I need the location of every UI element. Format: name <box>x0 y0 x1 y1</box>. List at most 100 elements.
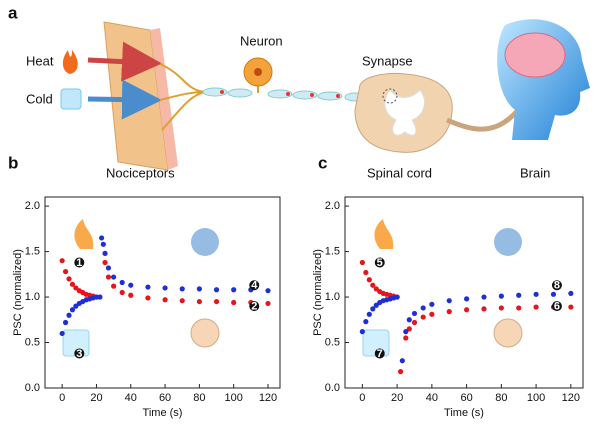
x-tick-label: 20 <box>391 392 403 404</box>
data-point <box>420 314 426 320</box>
annotation: 4 <box>251 280 258 292</box>
flame-icon <box>62 50 78 74</box>
data-point <box>550 291 557 297</box>
data-point <box>399 358 405 364</box>
data-point <box>373 286 379 292</box>
data-point <box>265 288 271 294</box>
y-tick-label: 0.0 <box>25 382 40 394</box>
data-point <box>516 292 522 298</box>
data-point <box>446 298 452 304</box>
data-point <box>498 305 504 311</box>
data-point <box>128 282 134 288</box>
data-point <box>481 294 487 300</box>
data-point <box>119 279 125 286</box>
annotation: 6 <box>554 301 560 313</box>
data-point <box>568 290 574 297</box>
data-point <box>111 283 117 289</box>
data-point <box>162 297 168 303</box>
flame-icon <box>74 219 94 249</box>
data-point <box>145 295 151 301</box>
data-point <box>533 291 539 297</box>
annotation-badge <box>374 257 385 268</box>
y-tick-label: 0.5 <box>325 336 340 348</box>
annotation: 7 <box>377 348 383 360</box>
data-point <box>429 311 435 317</box>
annotation: 3 <box>76 348 82 360</box>
data-point <box>179 298 185 304</box>
data-point <box>516 305 522 311</box>
annotation-badge <box>551 280 562 291</box>
data-point <box>100 241 106 247</box>
data-point <box>265 300 271 307</box>
neuron-nucleus <box>254 68 262 76</box>
y-tick-label: 2.0 <box>25 200 40 212</box>
y-tick-label: 1.5 <box>25 245 40 257</box>
x-tick-label: 60 <box>460 392 472 404</box>
person-icon <box>493 318 523 348</box>
annotation: 8 <box>554 280 560 292</box>
spinal-cord-label: Spinal cord <box>367 165 432 180</box>
data-point <box>406 317 412 323</box>
y-axis-label: PSC (normalized) <box>12 249 24 336</box>
data-point <box>403 329 409 335</box>
data-point <box>231 299 237 306</box>
y-tick-label: 0.0 <box>325 382 340 394</box>
data-point <box>406 326 412 332</box>
annotation-badge <box>249 301 260 312</box>
x-tick-label: 120 <box>562 392 580 404</box>
data-point <box>128 292 134 298</box>
data-point <box>179 286 185 292</box>
brain <box>504 32 566 78</box>
data-point <box>394 294 400 300</box>
data-point <box>102 250 108 256</box>
x-tick-label: 40 <box>125 392 137 404</box>
data-point <box>111 274 117 280</box>
data-point <box>370 306 376 312</box>
data-point <box>373 302 379 308</box>
x-tick-label: 20 <box>90 392 102 404</box>
heat-label: Heat <box>26 53 54 68</box>
data-point <box>105 274 112 280</box>
x-tick-label: 80 <box>193 392 205 404</box>
annotation-badge <box>74 348 85 359</box>
data-point <box>411 319 418 326</box>
data-point <box>99 235 105 241</box>
synapse-marker <box>382 88 398 104</box>
nociceptors-label: Nociceptors <box>106 165 175 180</box>
neuron-label: Neuron <box>240 33 283 48</box>
axon <box>202 87 366 102</box>
x-axis-label: Time (s) <box>143 407 183 419</box>
data-point <box>213 298 220 305</box>
x-tick-label: 60 <box>159 392 171 404</box>
y-tick-label: 1.0 <box>25 291 40 303</box>
frame <box>344 196 584 389</box>
data-point <box>397 369 404 375</box>
data-point <box>363 319 369 325</box>
x-axis-label: Time (s) <box>444 407 484 419</box>
data-point <box>62 268 69 275</box>
data-point <box>370 282 376 288</box>
ice-icon <box>60 88 82 110</box>
y-tick-label: 0.5 <box>25 336 40 348</box>
x-tick-label: 100 <box>527 392 545 404</box>
data-point <box>481 306 487 312</box>
annotation-badge <box>74 257 85 268</box>
annotation: 5 <box>377 257 383 269</box>
data-point <box>66 312 72 318</box>
x-tick-label: 120 <box>259 392 277 404</box>
annotation-badge <box>249 280 260 291</box>
data-point <box>568 304 574 310</box>
annotation: 1 <box>76 257 82 269</box>
data-point <box>363 269 369 276</box>
data-point <box>145 284 151 290</box>
y-tick-label: 1.0 <box>325 291 340 303</box>
data-point <box>366 277 372 283</box>
y-axis-label: PSC (normalized) <box>312 249 324 336</box>
data-point <box>66 276 72 282</box>
panel-label: c <box>318 153 327 172</box>
x-tick-label: 100 <box>225 392 243 404</box>
data-point <box>213 287 220 293</box>
heat-arrow <box>87 41 162 82</box>
brain-label: Brain <box>520 165 550 180</box>
